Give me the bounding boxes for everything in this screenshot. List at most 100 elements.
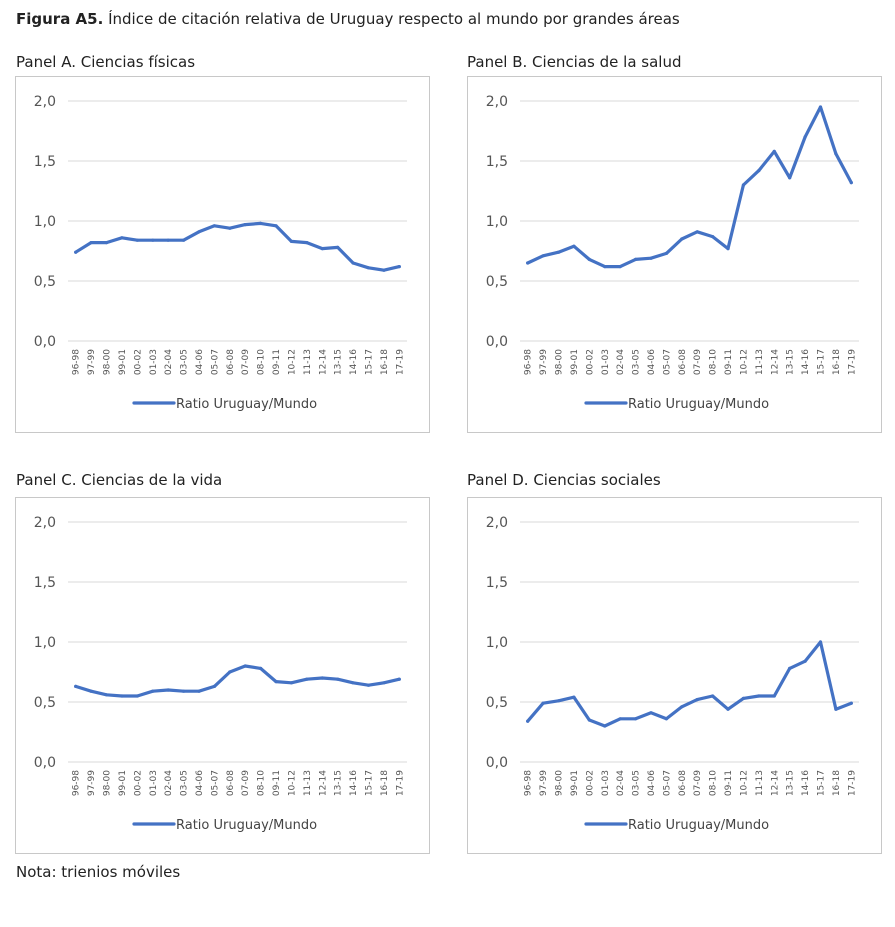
- x-tick-label: 04-06: [195, 770, 205, 796]
- x-tick-label: 05-07: [210, 349, 220, 375]
- data-point: [849, 181, 853, 185]
- x-tick-label: 96-98: [524, 770, 534, 796]
- x-tick-label: 01-03: [149, 349, 159, 375]
- x-tick-label: 16-18: [380, 770, 390, 796]
- legend: Ratio Uruguay/Mundo: [584, 818, 769, 833]
- figure-note: Nota: trienios móviles: [16, 863, 181, 881]
- data-point: [695, 698, 699, 702]
- y-tick-label: 2,0: [486, 94, 508, 110]
- data-point: [526, 719, 530, 723]
- x-tick-label: 03-05: [180, 770, 190, 796]
- data-point: [587, 257, 591, 261]
- x-tick-label: 10-12: [739, 349, 749, 375]
- y-tick-label: 1,5: [486, 154, 508, 170]
- data-point: [664, 251, 668, 255]
- y-tick-label: 1,5: [34, 154, 56, 170]
- x-tick-label: 15-17: [816, 770, 826, 796]
- data-point: [541, 254, 545, 258]
- data-point: [726, 247, 730, 251]
- data-point: [695, 230, 699, 234]
- x-tick-label: 15-17: [364, 349, 374, 375]
- y-tick-label: 0,0: [486, 334, 508, 350]
- x-tick-label: 04-06: [647, 770, 657, 796]
- data-point: [135, 694, 139, 698]
- data-point: [711, 694, 715, 698]
- x-tick-label: 08-10: [709, 349, 719, 375]
- data-point: [166, 238, 170, 242]
- x-tick-label: 99-01: [118, 770, 128, 796]
- data-point: [197, 230, 201, 234]
- data-point: [788, 666, 792, 670]
- data-point: [572, 695, 576, 699]
- y-tick-label: 2,0: [486, 515, 508, 531]
- panel-a-plot: 2,0 1,5 1,0 0,5 0,0 96-98 97-99 98-00 99-01 00-02…: [34, 94, 407, 412]
- data-point: [556, 699, 561, 703]
- y-tick-label: 0,0: [34, 334, 56, 350]
- x-tick-label: 96-98: [524, 349, 534, 375]
- x-tick-label: 05-07: [210, 770, 220, 796]
- data-point: [351, 261, 355, 265]
- data-point: [834, 152, 838, 156]
- data-point: [849, 701, 853, 705]
- data-point: [135, 238, 139, 242]
- data-point: [680, 705, 684, 709]
- data-point: [74, 250, 78, 254]
- legend: Ratio Uruguay/Mundo: [584, 397, 769, 412]
- legend: Ratio Uruguay/Mundo: [132, 818, 317, 833]
- x-tick-label: 09-11: [724, 770, 734, 796]
- data-point: [151, 238, 155, 242]
- panel-b-title: Panel B. Ciencias de la salud: [467, 53, 682, 71]
- x-tick-label: 98-00: [103, 349, 113, 375]
- y-tick-label: 1,5: [486, 575, 508, 591]
- x-tick-label: 01-03: [149, 770, 159, 796]
- x-tick-label: 14-16: [349, 349, 359, 375]
- x-tick-label: 12-14: [770, 770, 780, 796]
- x-tick-label: 04-06: [647, 349, 657, 375]
- data-point: [197, 689, 201, 693]
- x-tick-label: 99-01: [118, 349, 128, 375]
- x-tick-label: 02-04: [164, 770, 174, 796]
- x-tick-label: 99-01: [570, 770, 580, 796]
- series-line: [74, 664, 401, 698]
- data-point: [397, 265, 401, 269]
- x-tick-label: 98-00: [555, 349, 565, 375]
- x-tick-label: 13-15: [786, 349, 796, 375]
- y-tick-label: 0,5: [34, 274, 56, 290]
- panel-c-plot: 2,0 1,5 1,0 0,5 0,0 96-98 97-99 98-00 99-01 00-02…: [34, 515, 407, 833]
- data-point: [772, 694, 776, 698]
- y-tick-label: 0,5: [486, 695, 508, 711]
- panel-d-plot: 2,0 1,5 1,0 0,5 0,0 96-98 97-99 98-00 99-01 00-02…: [486, 515, 859, 833]
- x-tick-label: 17-19: [395, 349, 405, 375]
- data-point: [397, 677, 401, 681]
- x-tick-label: 97-99: [87, 349, 97, 375]
- x-tick-label: 14-16: [349, 770, 359, 796]
- panel-a-title: Panel A. Ciencias físicas: [16, 53, 196, 71]
- x-tick-label: 00-02: [133, 349, 143, 375]
- x-tick-label: 06-08: [678, 770, 688, 796]
- series-line: [74, 221, 401, 272]
- x-tick-label: 07-09: [241, 770, 251, 796]
- data-point: [366, 266, 371, 270]
- figure-label: Figura A5.: [16, 10, 104, 28]
- legend-label: Ratio Uruguay/Mundo: [176, 397, 317, 412]
- data-point: [556, 250, 561, 254]
- data-point: [89, 689, 93, 693]
- panel-c-chart: 2,0 1,5 1,0 0,5 0,0 96-98 97-99 98-00 99-01 00-02…: [15, 497, 430, 854]
- x-tick-label: 11-13: [755, 349, 765, 375]
- x-tick-label: 97-99: [87, 770, 97, 796]
- x-tick-label: 00-02: [133, 770, 143, 796]
- data-point: [664, 717, 668, 721]
- legend-label: Ratio Uruguay/Mundo: [176, 818, 317, 833]
- data-point: [305, 677, 309, 681]
- y-tick-label: 1,0: [486, 214, 508, 230]
- data-point: [818, 640, 823, 644]
- data-point: [772, 149, 776, 153]
- data-point: [274, 224, 278, 228]
- y-tick-label: 2,0: [34, 94, 56, 110]
- data-point: [212, 684, 216, 688]
- y-tick-label: 1,0: [486, 635, 508, 651]
- x-tick-label: 07-09: [693, 349, 703, 375]
- data-point: [289, 681, 294, 685]
- x-tick-label: 01-03: [601, 770, 611, 796]
- data-point: [366, 683, 371, 687]
